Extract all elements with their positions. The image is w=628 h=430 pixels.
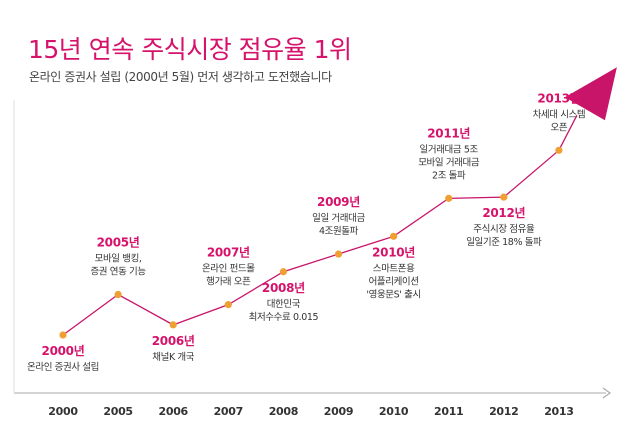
- chart-title: 15년 연속 주식시장 점유율 1위: [28, 35, 352, 64]
- data-point: [555, 146, 563, 154]
- annotation-text: 채널K 개국: [152, 352, 194, 363]
- annotation-year: 2006년: [152, 334, 195, 348]
- annotation-year: 2013년: [537, 91, 580, 105]
- annotation-year: 2010년: [372, 245, 415, 259]
- annotation-text: 주식시장 점유율: [473, 223, 535, 235]
- data-point: [169, 321, 177, 329]
- annotation-text: 차세대 시스템: [533, 108, 586, 120]
- annotation-text: 행가래 오픈: [206, 276, 251, 288]
- annotation-year: 2005년: [97, 236, 140, 250]
- x-tick-label: 2013: [544, 405, 573, 418]
- annotation-year: 2011년: [427, 126, 470, 140]
- x-tick-label: 2006: [158, 405, 188, 418]
- annotation-text: 대한민국: [267, 299, 301, 310]
- annotation-text: 모바일 뱅킹,: [95, 253, 142, 265]
- annotation-text: 일거래대금 5조: [420, 144, 479, 155]
- annotation-text: 온라인 증권사 설립: [27, 361, 99, 373]
- trend-arrow-head-icon: [564, 67, 617, 121]
- x-tick-label: 2009: [324, 405, 353, 418]
- x-tick-label: 2011: [434, 405, 463, 418]
- data-point: [390, 232, 398, 240]
- annotation-year: 2000년: [42, 344, 85, 358]
- annotation-text: '영웅문S' 출시: [366, 289, 420, 300]
- annotation-year: 2012년: [482, 206, 525, 220]
- annotation-year: 2007년: [207, 246, 250, 260]
- annotation-text: 모바일 거래대금: [418, 157, 480, 168]
- annotation-text: 일일기준 18% 돌파: [466, 237, 542, 248]
- annotation-year: 2009년: [317, 195, 360, 209]
- x-tick-label: 2007: [214, 405, 243, 418]
- x-tick-label: 2010: [379, 405, 409, 418]
- annotation-text: 일일 거래대금: [312, 213, 365, 224]
- annotation-text: 4조원돌파: [319, 226, 359, 237]
- x-tick-label: 2008: [269, 405, 298, 418]
- data-point: [279, 268, 287, 276]
- annotation-text: 스마트폰용: [373, 263, 415, 274]
- annotation-text: 어플리케이션: [369, 276, 419, 287]
- annotation-year: 2008년: [262, 281, 305, 295]
- chart-subtitle: 온라인 증권사 설립 (2000년 5월) 먼저 생각하고 도전했습니다: [29, 70, 332, 84]
- annotation-text: 오픈: [551, 122, 568, 133]
- data-point: [114, 290, 122, 299]
- annotation-text: 2조 돌파: [432, 170, 466, 181]
- data-point: [224, 301, 232, 309]
- data-point: [59, 331, 67, 339]
- series-line: [62, 149, 560, 336]
- data-point: [334, 250, 343, 258]
- trend-arrow-line: [558, 115, 578, 151]
- annotation-text: 증권 연동 기능: [90, 266, 146, 278]
- x-tick-label: 2005: [103, 405, 132, 418]
- x-tick-label: 2012: [489, 405, 518, 418]
- x-tick-label: 2000: [48, 405, 78, 418]
- data-point: [445, 194, 453, 202]
- annotation-text: 온라인 펀드몰: [202, 264, 255, 275]
- x-axis-arrow-icon: [602, 387, 612, 399]
- annotation-text: 최저수수료 0.015: [249, 312, 319, 323]
- data-point: [500, 193, 508, 201]
